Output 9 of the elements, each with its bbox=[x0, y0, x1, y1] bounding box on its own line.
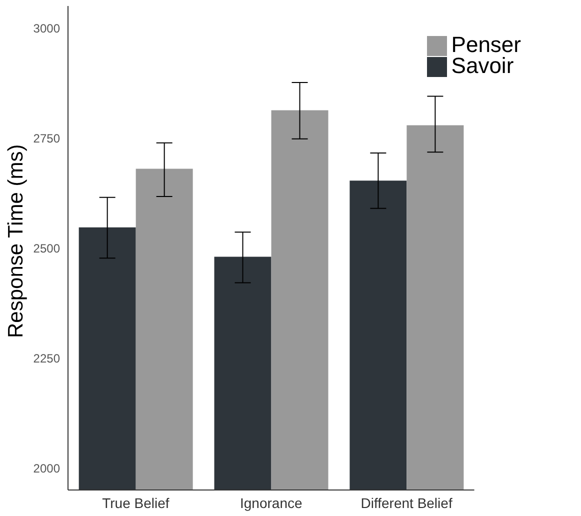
y-tick-label: 2000 bbox=[33, 461, 60, 476]
y-tick-label: 3000 bbox=[33, 21, 60, 36]
x-tick-label: True Belief bbox=[102, 494, 170, 511]
y-tick-label: 2250 bbox=[33, 351, 60, 366]
y-axis-title: Response Time (ms) bbox=[4, 144, 28, 338]
x-tick-label: Different Belief bbox=[360, 494, 452, 511]
x-tick-label: Ignorance bbox=[240, 494, 302, 511]
y-tick-label: 2500 bbox=[33, 241, 60, 256]
y-tick-label: 2750 bbox=[33, 131, 60, 146]
